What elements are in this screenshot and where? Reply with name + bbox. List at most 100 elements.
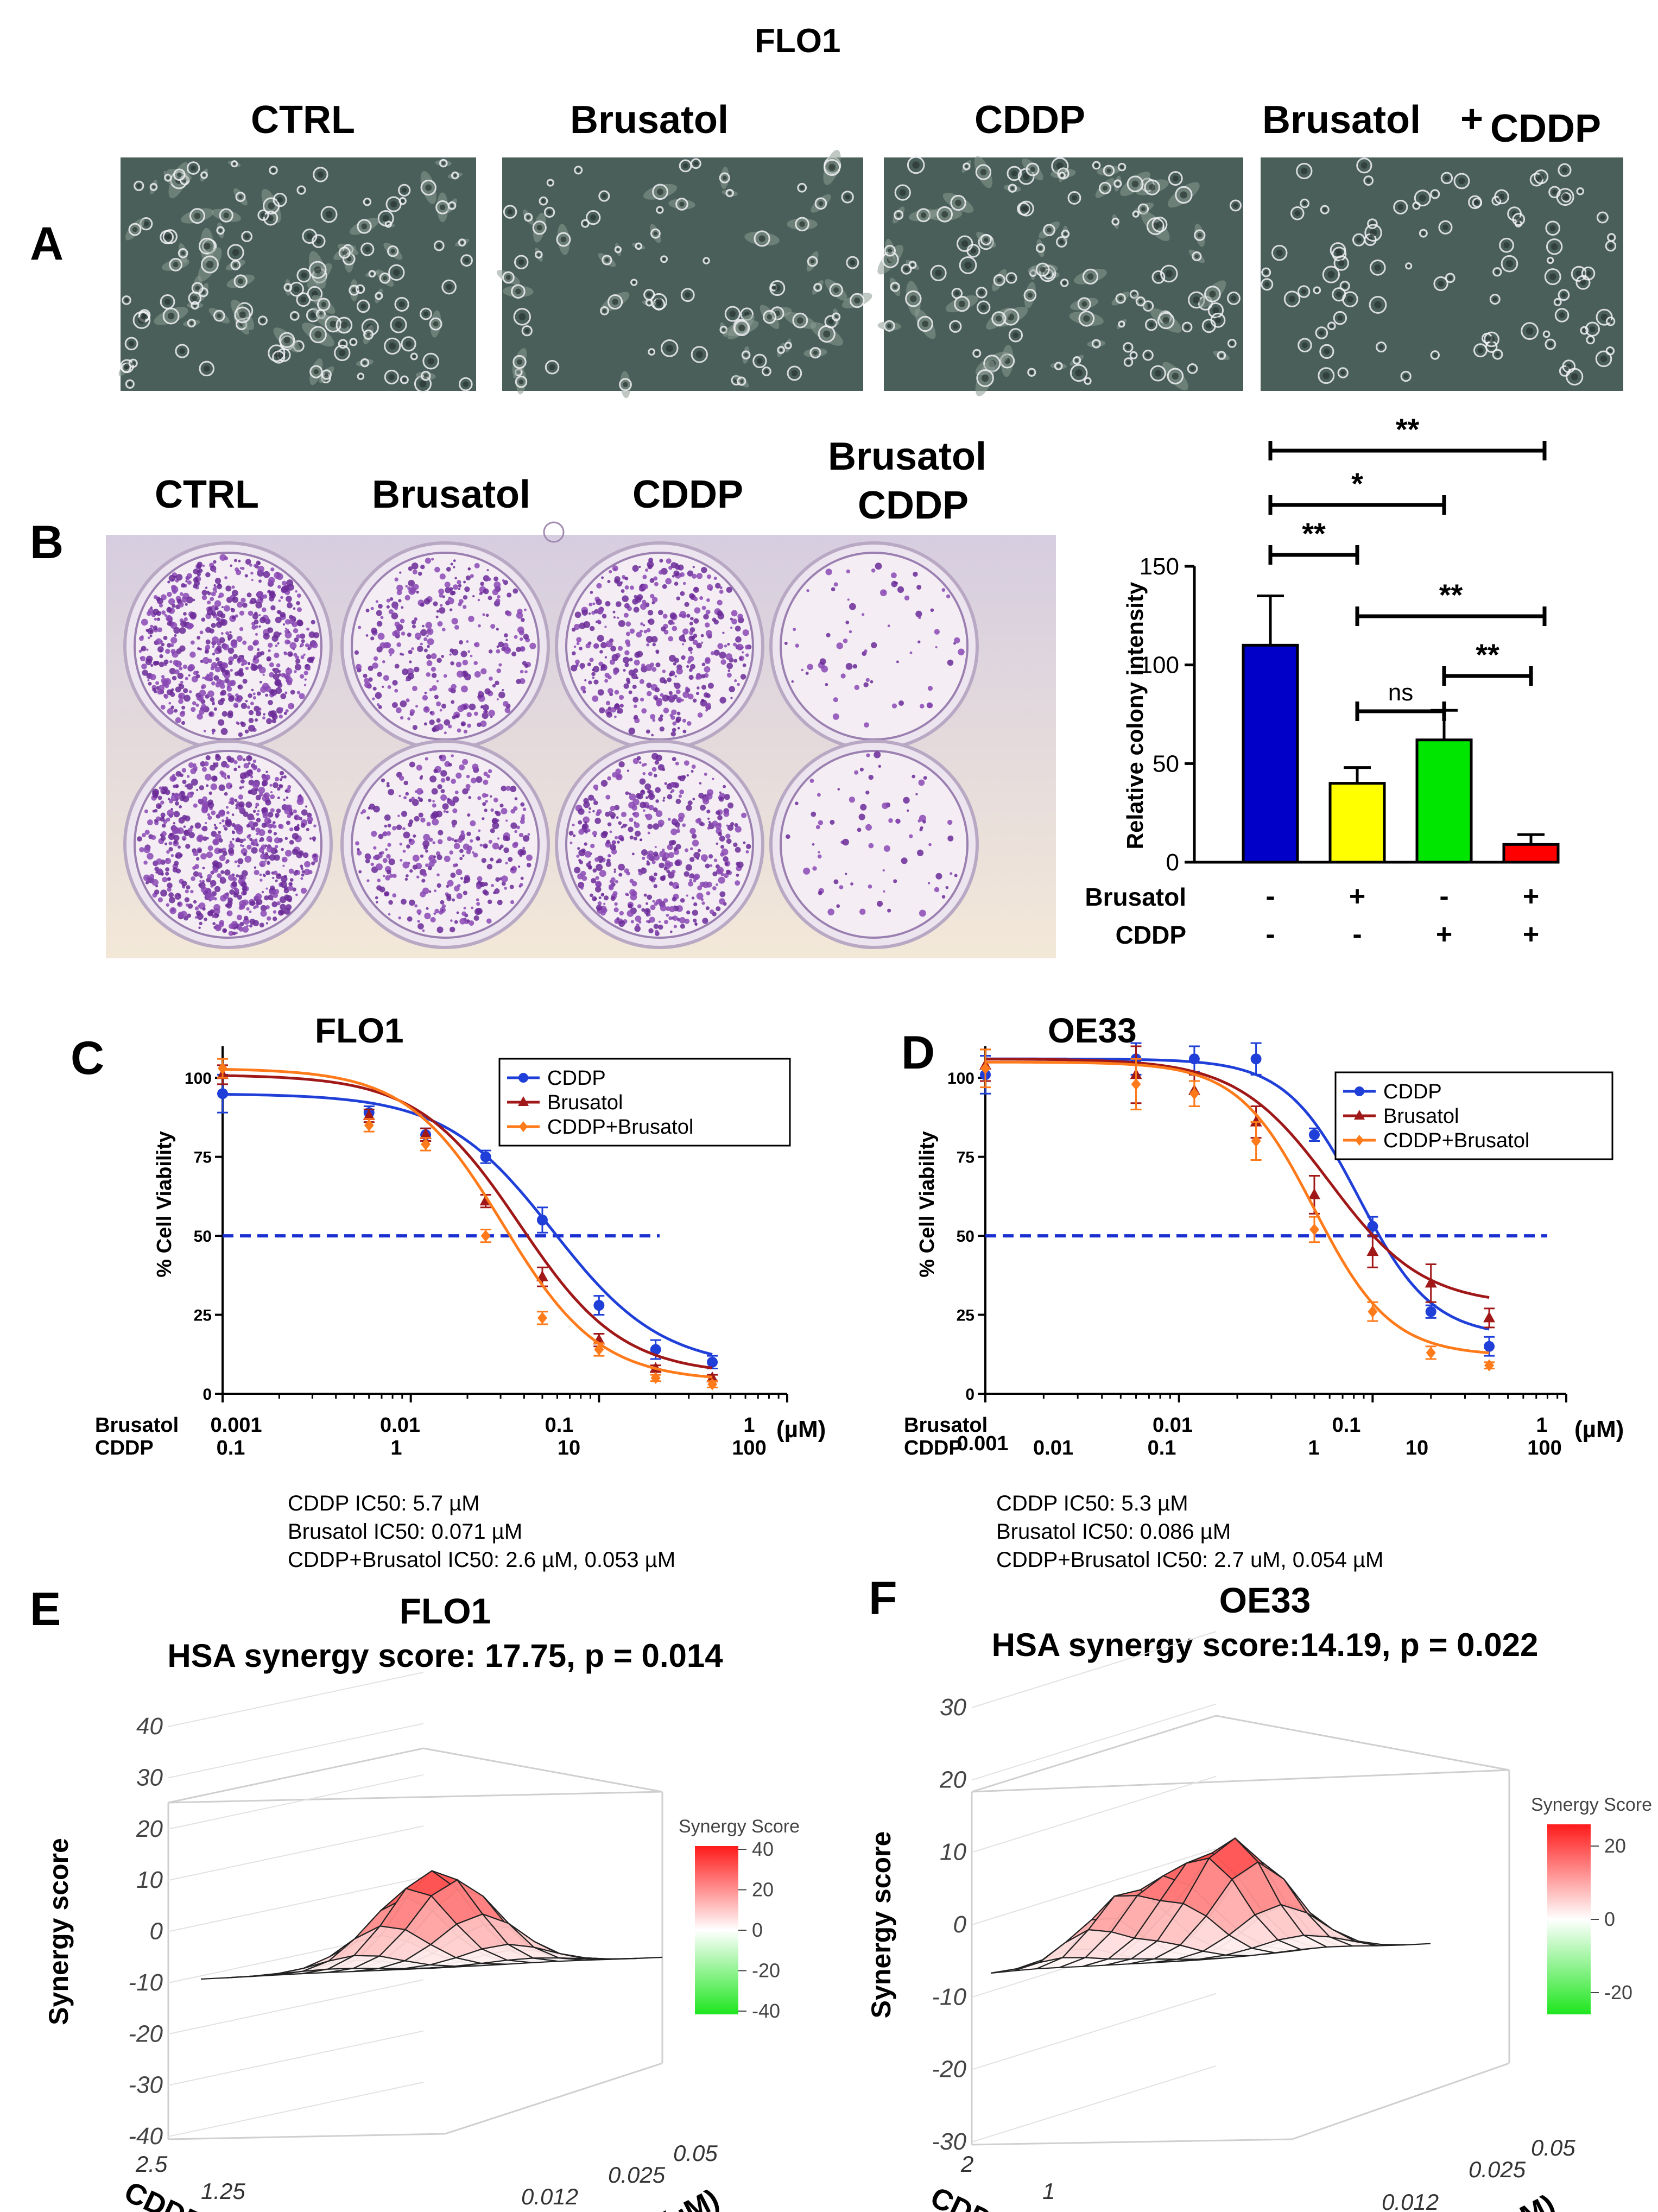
colony bbox=[288, 630, 290, 633]
colony bbox=[897, 586, 904, 593]
colony bbox=[682, 643, 685, 646]
cell-core bbox=[1190, 366, 1195, 371]
colony bbox=[578, 849, 586, 857]
panel-c-letter: C bbox=[71, 1032, 105, 1084]
cell-core bbox=[164, 234, 170, 240]
cell-round bbox=[357, 372, 365, 380]
cell-core bbox=[1030, 167, 1035, 172]
colony bbox=[457, 705, 464, 712]
colony bbox=[617, 646, 623, 651]
colony bbox=[640, 622, 644, 626]
colony bbox=[167, 621, 172, 626]
colony bbox=[421, 879, 426, 883]
colony bbox=[672, 728, 676, 732]
colony bbox=[669, 612, 676, 620]
colony bbox=[170, 648, 176, 654]
colony bbox=[259, 680, 262, 684]
colony bbox=[391, 702, 398, 708]
colony bbox=[726, 662, 733, 669]
colony bbox=[707, 682, 714, 689]
cell-round bbox=[580, 219, 590, 228]
colony bbox=[154, 808, 158, 813]
cell-core bbox=[1403, 374, 1408, 378]
cell-core bbox=[1094, 163, 1098, 167]
colony bbox=[296, 851, 303, 858]
colony bbox=[245, 666, 249, 671]
cell-round bbox=[545, 359, 560, 375]
cell-core bbox=[204, 243, 211, 250]
colony bbox=[648, 913, 651, 917]
colony bbox=[232, 596, 239, 603]
colony bbox=[663, 707, 669, 713]
cell-core bbox=[738, 325, 745, 332]
colony bbox=[634, 659, 640, 666]
x-row2-tick: 0.1 bbox=[1148, 1437, 1176, 1459]
colony bbox=[214, 886, 221, 893]
cell-core bbox=[1172, 372, 1179, 380]
colony bbox=[700, 805, 706, 811]
colony bbox=[254, 705, 260, 712]
colony bbox=[372, 662, 378, 669]
colony bbox=[305, 664, 309, 667]
colony bbox=[201, 827, 205, 831]
colony bbox=[510, 786, 517, 793]
colony bbox=[151, 835, 156, 840]
colony bbox=[229, 757, 235, 763]
colony bbox=[300, 887, 307, 894]
colony bbox=[378, 604, 383, 609]
x-axis-label: CDDP (µM) bbox=[119, 2175, 270, 2212]
colony bbox=[826, 633, 831, 637]
colony bbox=[695, 923, 698, 926]
colony bbox=[161, 823, 166, 828]
colony bbox=[300, 877, 303, 880]
colony bbox=[680, 572, 685, 577]
cell-core bbox=[1059, 239, 1064, 244]
colony bbox=[192, 598, 195, 602]
colony bbox=[628, 690, 632, 694]
cell-core bbox=[1120, 323, 1123, 326]
colony bbox=[275, 879, 278, 882]
cell-round bbox=[1554, 308, 1570, 323]
colony bbox=[686, 614, 691, 618]
colony bbox=[173, 785, 176, 788]
colony bbox=[490, 828, 495, 833]
colony bbox=[651, 601, 655, 605]
x-row2-tick: 0.001 bbox=[957, 1432, 1008, 1455]
ic50-text: Brusatol IC50: 0.086 µM bbox=[996, 1520, 1231, 1544]
colony bbox=[495, 598, 501, 604]
colony bbox=[241, 597, 246, 603]
colony bbox=[180, 620, 187, 628]
colony bbox=[571, 627, 576, 632]
colony bbox=[233, 767, 237, 772]
cell-core bbox=[695, 351, 703, 358]
colony bbox=[460, 832, 466, 838]
legend-label: CDDP bbox=[1383, 1080, 1442, 1103]
z-gridline bbox=[168, 1825, 424, 1881]
colony bbox=[274, 679, 281, 686]
cell-core bbox=[1011, 170, 1017, 177]
colony bbox=[484, 688, 491, 694]
colony bbox=[516, 679, 521, 684]
cell-core bbox=[1495, 352, 1500, 357]
colony bbox=[201, 806, 208, 814]
z-tick-label: -10 bbox=[128, 1969, 163, 1996]
colony bbox=[745, 653, 749, 658]
cell-round bbox=[1484, 331, 1499, 347]
cell-core bbox=[767, 314, 773, 320]
colony bbox=[160, 704, 166, 710]
colony bbox=[470, 839, 473, 843]
colony bbox=[408, 566, 413, 571]
cell-core bbox=[810, 259, 815, 264]
colony bbox=[168, 892, 174, 898]
condition-label: CDDP bbox=[1116, 921, 1186, 949]
colony bbox=[646, 628, 651, 633]
colony bbox=[471, 778, 477, 783]
cell-core bbox=[1356, 237, 1362, 243]
cell-round bbox=[1099, 181, 1112, 194]
data-point bbox=[1188, 1053, 1200, 1065]
colony bbox=[199, 880, 202, 882]
colony bbox=[628, 903, 633, 909]
colony bbox=[584, 821, 587, 824]
colony bbox=[614, 715, 617, 718]
colony bbox=[202, 564, 205, 567]
